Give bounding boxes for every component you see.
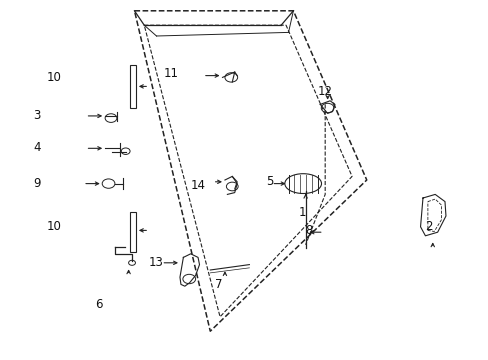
Text: 2: 2 (425, 220, 432, 233)
Text: 7: 7 (215, 278, 222, 291)
Text: 3: 3 (33, 109, 41, 122)
Text: 11: 11 (163, 67, 179, 80)
Text: 10: 10 (46, 220, 61, 233)
Text: 13: 13 (149, 256, 163, 269)
Bar (129, 65, 136, 108)
Text: 6: 6 (95, 298, 102, 311)
Text: 10: 10 (46, 71, 61, 84)
Text: 4: 4 (33, 141, 41, 154)
Text: 14: 14 (190, 179, 205, 192)
Text: 12: 12 (317, 85, 332, 98)
Text: 8: 8 (305, 224, 312, 237)
Text: 9: 9 (33, 177, 41, 190)
Text: 5: 5 (266, 175, 273, 188)
Text: 1: 1 (298, 206, 305, 219)
Bar (129, 212, 136, 252)
